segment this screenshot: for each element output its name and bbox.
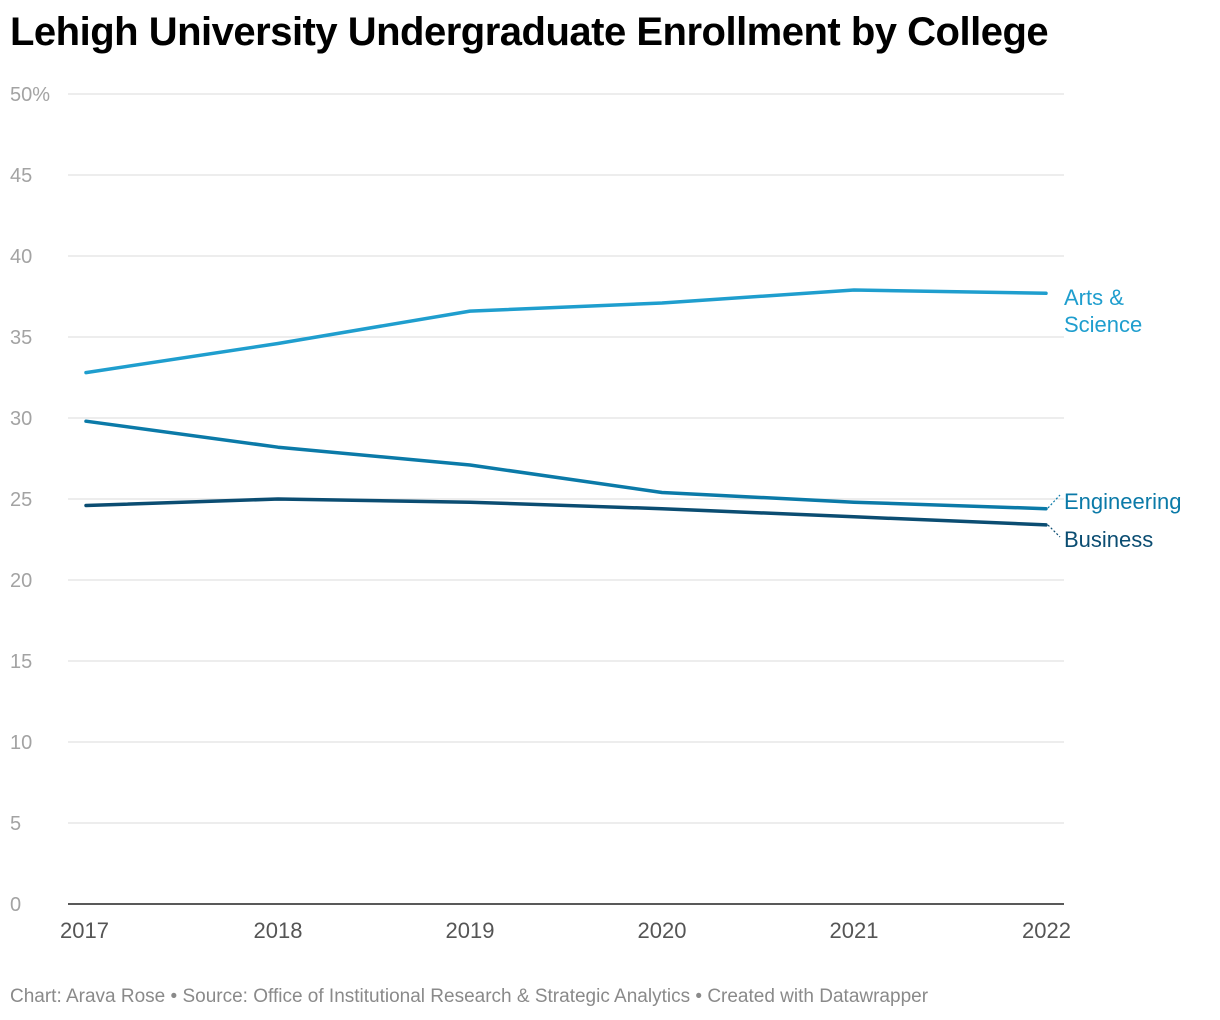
y-tick-label: 5	[10, 813, 21, 835]
y-tick-label: 45	[10, 165, 32, 187]
y-tick-label: 10	[10, 732, 32, 754]
footer-separator: •	[165, 986, 183, 1007]
series-line-engineering	[84, 419, 1048, 511]
x-tick-label: 2019	[446, 918, 495, 943]
series-label-arts-science: Arts & Science	[1064, 285, 1142, 337]
y-axis-ticks: 0 5 10 15 20 25 30 35 40 45 50%	[10, 84, 50, 916]
y-tick-label: 30	[10, 408, 32, 430]
series-line-arts-science	[84, 288, 1048, 375]
x-tick-label: 2021	[830, 918, 879, 943]
series-labels: Arts & Science Engineering Business	[1047, 285, 1181, 552]
series-label-business: Business	[1064, 527, 1153, 552]
y-tick-label: 0	[10, 894, 21, 916]
series-label-line: Science	[1064, 312, 1142, 337]
y-tick-label: 15	[10, 651, 32, 673]
x-tick-label: 2017	[60, 918, 109, 943]
x-tick-label: 2018	[254, 918, 303, 943]
y-tick-label: 20	[10, 570, 32, 592]
y-tick-label: 40	[10, 246, 32, 268]
footer-chart-credit: Chart: Arava Rose	[10, 986, 166, 1007]
series-label-line: Business	[1064, 527, 1153, 552]
x-axis-ticks: 2017 2018 2019 2020 2021 2022	[60, 918, 1071, 943]
footer-created-with: Created with Datawrapper	[707, 986, 929, 1007]
footer-separator: •	[690, 986, 708, 1007]
x-tick-label: 2020	[638, 918, 687, 943]
grid-lines	[68, 93, 1064, 905]
y-tick-label: 50%	[10, 84, 50, 106]
series-label-line: Arts &	[1064, 285, 1124, 310]
chart-footer: Chart: Arava Rose • Source: Office of In…	[10, 986, 928, 1008]
label-connector-engineering	[1047, 494, 1061, 509]
label-connector-business	[1047, 524, 1061, 538]
y-tick-label: 25	[10, 489, 32, 511]
y-tick-label: 35	[10, 327, 32, 349]
chart-title: Lehigh University Undergraduate Enrollme…	[10, 10, 1049, 54]
series-lines	[84, 288, 1048, 527]
x-tick-label: 2022	[1022, 918, 1071, 943]
series-line-business	[84, 497, 1048, 527]
series-label-engineering: Engineering	[1064, 489, 1181, 514]
footer-source: Source: Office of Institutional Research…	[182, 986, 691, 1007]
series-label-line: Engineering	[1064, 489, 1181, 514]
